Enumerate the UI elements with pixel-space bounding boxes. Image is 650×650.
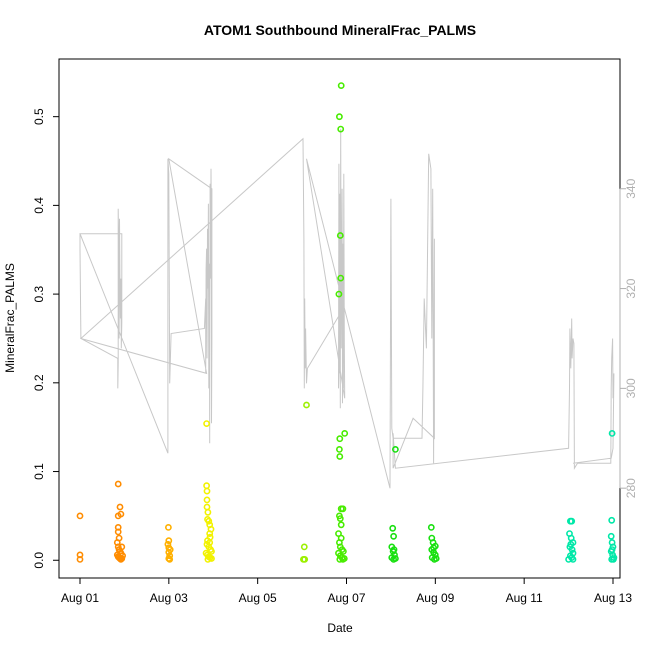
y-tick-label: 0.0: [32, 552, 46, 569]
x-tick-label: Aug 09: [416, 591, 454, 605]
data-point: [203, 487, 211, 495]
data-point: [336, 453, 344, 460]
y-tick-label: 0.4: [32, 197, 46, 214]
data-point: [118, 555, 126, 562]
data-point: [300, 543, 308, 551]
data-point: [203, 496, 211, 504]
x-tick-label: Aug 05: [239, 591, 277, 605]
data-point: [337, 274, 345, 282]
y-tick-label: 0.2: [32, 374, 46, 391]
x-tick-label: Aug 11: [506, 591, 543, 605]
data-point: [339, 505, 347, 513]
data-point: [391, 555, 399, 562]
data-point: [337, 125, 345, 133]
y-tick-label: 0.3: [32, 285, 46, 302]
x-tick-label: Aug 03: [150, 591, 188, 605]
x-tick-label: Aug 01: [61, 591, 99, 605]
x-tick-label: Aug 07: [327, 591, 365, 605]
axis-layer: Aug 01 Aug 03 Aug 05 Aug 07 Aug 09 Aug 11 Aug …: [32, 108, 638, 605]
data-point: [335, 290, 343, 298]
y2-tick-label: 280: [624, 478, 638, 498]
y2-tick-label: 340: [624, 178, 638, 198]
y-axis-label: MineralFrac_PALMS: [3, 263, 17, 373]
data-point: [301, 556, 309, 563]
data-point: [336, 556, 344, 563]
data-point: [337, 82, 345, 89]
y2-tick-label: 320: [624, 278, 638, 298]
data-point: [206, 539, 214, 546]
x-axis-label: Date: [327, 621, 353, 635]
data-point: [165, 537, 173, 545]
data-point: [608, 429, 616, 437]
data-point: [76, 512, 84, 520]
data-point: [339, 556, 347, 563]
data-point: [389, 524, 397, 532]
data-point: [568, 517, 576, 525]
data-point: [390, 532, 397, 540]
data-point: [203, 420, 210, 427]
y-tick-label: 0.5: [32, 108, 46, 125]
data-point: [303, 401, 310, 409]
data-point: [205, 517, 213, 525]
data-point: [337, 534, 345, 542]
data-point: [608, 546, 616, 553]
data-point: [164, 540, 172, 548]
line-layer: [79, 128, 615, 489]
data-point: [203, 482, 210, 490]
data-point: [114, 480, 122, 488]
data-point: [166, 556, 174, 563]
data-point: [341, 429, 349, 437]
data-point: [608, 516, 616, 524]
data-point: [204, 508, 212, 516]
data-point: [208, 555, 215, 562]
data-point: [335, 113, 343, 121]
point-layer: [76, 82, 618, 563]
x-tick-label: Aug 13: [594, 591, 632, 605]
chart-title: ATOM1 Southbound MineralFrac_PALMS: [204, 22, 476, 38]
altitude-trace-line: [79, 128, 615, 489]
data-point: [427, 524, 435, 531]
data-point: [335, 445, 343, 453]
data-point: [117, 510, 125, 518]
data-point: [390, 546, 398, 553]
data-point: [116, 503, 124, 511]
data-point: [336, 232, 344, 239]
y2-tick-label: 300: [624, 378, 638, 398]
data-point: [114, 528, 122, 536]
data-point: [567, 540, 575, 548]
data-point: [430, 544, 437, 552]
data-point: [206, 530, 214, 537]
data-point: [164, 524, 172, 531]
data-point: [336, 515, 344, 522]
data-point: [203, 503, 211, 511]
data-point: [391, 445, 399, 453]
data-point: [118, 543, 126, 551]
data-point: [432, 555, 440, 562]
data-point: [610, 556, 617, 563]
data-point: [336, 435, 344, 443]
data-point: [607, 532, 615, 540]
data-point: [166, 546, 174, 553]
y-tick-label: 0.1: [32, 463, 46, 480]
data-point: [337, 521, 345, 529]
data-point: [565, 556, 572, 563]
data-point: [204, 556, 212, 563]
data-point: [76, 556, 84, 563]
